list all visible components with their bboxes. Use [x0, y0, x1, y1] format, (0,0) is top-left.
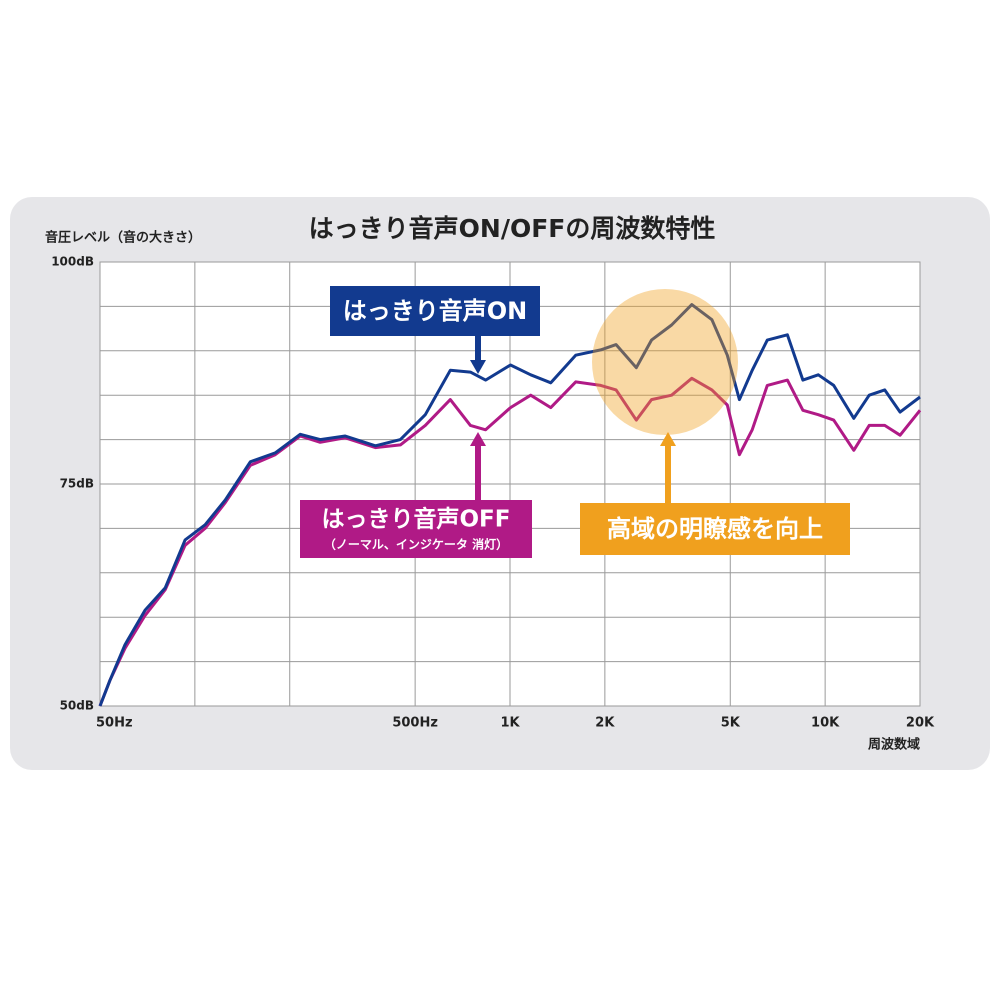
- legend-note: （ノーマル、インジケータ 消灯）: [324, 537, 508, 552]
- x-tick-label: 50Hz: [96, 716, 133, 731]
- x-axis-label: 周波数域: [868, 737, 920, 753]
- highlight-box: [580, 503, 850, 555]
- series-line: [98, 303, 921, 707]
- highlight-label: 高域の明瞭感を向上: [607, 515, 823, 543]
- x-tick-label: 1K: [500, 716, 520, 731]
- series-line: [98, 376, 922, 707]
- arrow-head: [470, 432, 486, 446]
- y-tick-label: 100dB: [51, 255, 94, 269]
- y-axis-label: 音圧レベル（音の大きさ）: [45, 230, 201, 246]
- x-tick-label: 20K: [906, 716, 935, 731]
- lines: [98, 303, 922, 707]
- x-tick-label: 5K: [721, 716, 741, 731]
- arrow-head: [660, 432, 676, 446]
- legend-box: [300, 500, 532, 558]
- y-tick-label: 50dB: [60, 699, 94, 713]
- highlight-circle: [592, 289, 738, 435]
- arrow-head: [470, 360, 486, 374]
- legend-label: はっきり音声OFF: [322, 506, 511, 533]
- chart-title: はっきり音声ON/OFFの周波数特性: [309, 214, 716, 243]
- legend-label: はっきり音声ON: [343, 297, 528, 325]
- legend-box: [330, 286, 540, 336]
- annotations: はっきり音声ON はっきり音声OFF （ノーマル、インジケータ 消灯） 高域の明瞭感を…: [300, 286, 850, 558]
- x-tick-label: 500Hz: [392, 716, 438, 731]
- x-tick-label: 2K: [595, 716, 615, 731]
- x-tick-label: 10K: [811, 716, 840, 731]
- plot-border: [99, 261, 921, 707]
- y-tick-label: 75dB: [60, 477, 94, 491]
